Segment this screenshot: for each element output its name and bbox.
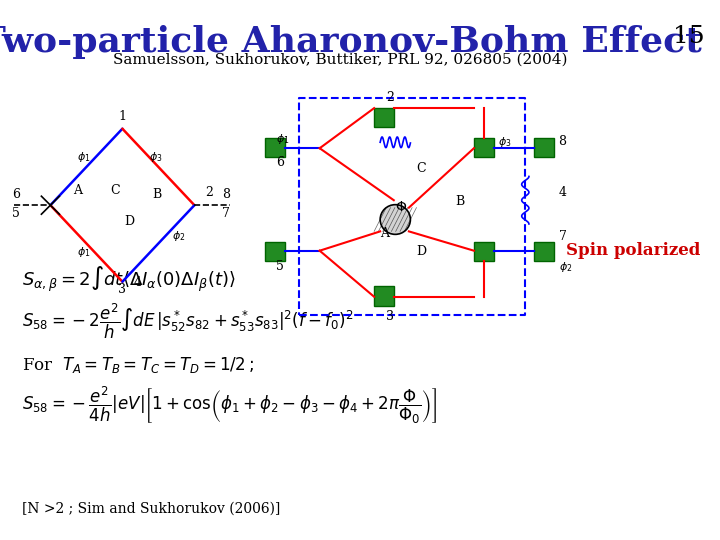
- Text: $S_{58} = -\dfrac{e^2}{4h}|eV|\left[1 + \cos\!\left(\phi_1 + \phi_2 - \phi_3 - \: $S_{58} = -\dfrac{e^2}{4h}|eV|\left[1 + …: [22, 385, 437, 426]
- Circle shape: [380, 205, 410, 234]
- Text: For  $T_A = T_B = T_C = T_D = 1/2\,;$: For $T_A = T_B = T_C = T_D = 1/2\,;$: [22, 355, 254, 375]
- Bar: [534, 242, 554, 261]
- Text: $\phi_1$: $\phi_1$: [276, 132, 289, 146]
- Text: 4: 4: [559, 186, 567, 199]
- Text: 7: 7: [559, 230, 567, 244]
- Text: 15: 15: [673, 25, 705, 48]
- Bar: [374, 108, 394, 127]
- Text: D: D: [416, 245, 426, 258]
- Text: D: D: [125, 215, 135, 228]
- Text: $\phi_1$: $\phi_1$: [78, 150, 91, 164]
- Text: 8: 8: [559, 135, 567, 148]
- Bar: [474, 138, 494, 157]
- Text: $\phi_1$: $\phi_1$: [78, 245, 91, 259]
- Text: $S_{\alpha,\beta} = 2\int dt\langle\Delta I_{\alpha}(0)\Delta I_{\beta}(t)\rangl: $S_{\alpha,\beta} = 2\int dt\langle\Delt…: [22, 265, 235, 294]
- Text: A: A: [73, 184, 82, 197]
- Text: Samuelsson, Sukhorukov, Buttiker, PRL 92, 026805 (2004): Samuelsson, Sukhorukov, Buttiker, PRL 92…: [113, 53, 567, 67]
- Bar: [265, 242, 285, 261]
- Text: Spin polarized: Spin polarized: [566, 242, 700, 259]
- Text: A: A: [380, 227, 390, 240]
- Bar: [474, 242, 494, 261]
- Text: 2: 2: [386, 91, 394, 104]
- Text: $\phi_2$: $\phi_2$: [172, 230, 185, 244]
- Text: 6: 6: [276, 156, 284, 169]
- Bar: [374, 286, 394, 306]
- Text: $\phi_2$: $\phi_2$: [559, 260, 572, 274]
- Text: 5: 5: [276, 260, 284, 273]
- Text: [N >2 ; Sim and Sukhorukov (2006)]: [N >2 ; Sim and Sukhorukov (2006)]: [22, 502, 280, 516]
- Text: 4: 4: [133, 276, 141, 289]
- Text: B: B: [456, 194, 465, 208]
- Text: $\phi_3$: $\phi_3$: [150, 150, 163, 164]
- Text: 3: 3: [386, 310, 395, 323]
- Text: $\phi_3$: $\phi_3$: [498, 135, 512, 149]
- Text: B: B: [152, 188, 161, 201]
- Text: $S_{58} = -2\dfrac{e^2}{h}\int dE\,|s^*_{52}s_{82} + s^*_{53}s_{83}|^2(f-f_0)^2$: $S_{58} = -2\dfrac{e^2}{h}\int dE\,|s^*_…: [22, 302, 354, 341]
- Text: 8: 8: [222, 188, 230, 201]
- Text: 7: 7: [222, 207, 230, 220]
- Text: 1: 1: [118, 110, 127, 123]
- Text: $\Phi$: $\Phi$: [395, 200, 408, 214]
- Text: C: C: [110, 184, 120, 197]
- Bar: [534, 138, 554, 157]
- Text: 2: 2: [205, 186, 213, 199]
- Text: C: C: [416, 162, 426, 175]
- Text: Two-particle Aharonov-Bohm Effect: Two-particle Aharonov-Bohm Effect: [0, 25, 701, 59]
- Bar: [265, 138, 285, 157]
- Text: 3: 3: [118, 284, 127, 296]
- Text: 5: 5: [12, 207, 20, 220]
- Text: 6: 6: [12, 188, 20, 201]
